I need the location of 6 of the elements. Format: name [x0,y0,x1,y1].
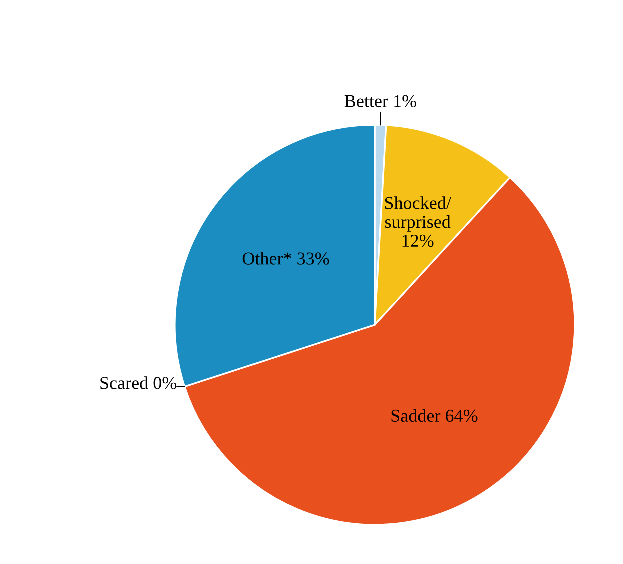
slice-label: Sadder 64% [392,409,478,422]
legend-label: Scared 0% [100,376,177,390]
slice-label: Shocked/ surprised [385,196,452,232]
slice-label: Better 1% [344,95,416,108]
data-label: 12% [402,234,434,248]
slice-label: Other* 33% [242,252,330,265]
